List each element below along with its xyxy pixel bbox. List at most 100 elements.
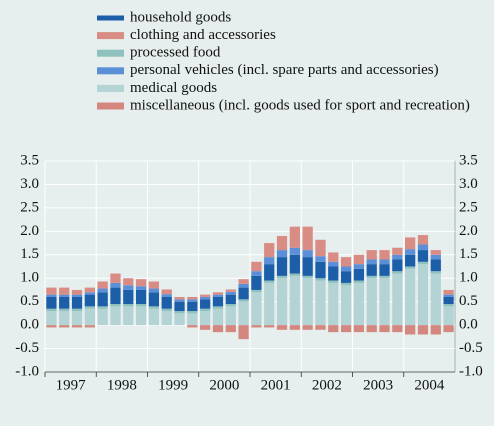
bar-segment: [238, 287, 249, 300]
bar-segment: [276, 250, 288, 258]
bar-segment: [123, 285, 134, 290]
bar-segment: [46, 325, 57, 328]
bar-segment: [353, 325, 365, 333]
bar-segment: [328, 266, 339, 281]
bar-segment: [405, 325, 416, 335]
y2-tick-label: 0.0: [459, 317, 478, 333]
bar-segment: [276, 275, 288, 279]
bar-segment: [264, 282, 275, 326]
bar-segment: [110, 306, 121, 326]
bar-segment: [251, 292, 262, 326]
bar-segment: [417, 261, 429, 265]
bar-segment: [251, 275, 262, 290]
bar-segment: [302, 250, 313, 258]
bar-segment: [135, 279, 147, 287]
bar-segment: [97, 281, 108, 289]
bar-segment: [443, 289, 454, 295]
y2-tick-label: 2.5: [459, 199, 478, 215]
bar-segment: [443, 296, 454, 305]
y2-tick-label: 0.5: [459, 293, 478, 309]
bar-segment: [276, 325, 288, 330]
x-tick-label: 1999: [158, 377, 188, 393]
bar-segment: [212, 325, 224, 333]
bar-segment: [46, 296, 57, 309]
bar-segment: [110, 304, 121, 307]
y2-tick-label: 1.5: [459, 246, 478, 262]
bar-segment: [84, 287, 95, 293]
bar-segment: [379, 275, 390, 279]
x-tick-label: 1998: [107, 377, 137, 393]
bar-segment: [392, 254, 403, 260]
bar-segment: [340, 257, 352, 267]
bar-segment: [46, 308, 57, 312]
bar-segment: [443, 325, 454, 333]
bar-segment: [161, 296, 172, 309]
bar-segment: [443, 306, 454, 326]
bar-segment: [110, 282, 121, 288]
bar-segment: [238, 325, 249, 340]
y2-tick-label: 1.0: [459, 270, 478, 286]
bar-segment: [340, 271, 352, 283]
bar-segment: [200, 299, 211, 309]
bar-segment: [161, 311, 172, 326]
bar-segment: [340, 282, 352, 286]
bar-segment: [200, 308, 211, 312]
bar-segment: [187, 301, 198, 312]
bar-segment: [135, 306, 147, 326]
bar-segment: [187, 313, 198, 326]
bar-segment: [71, 325, 83, 328]
bar-segment: [340, 285, 352, 326]
bar-segment: [123, 304, 134, 307]
bar-segment: [174, 299, 185, 302]
bar-segment: [353, 268, 365, 281]
bar-segment: [84, 325, 95, 328]
bar-segment: [405, 266, 416, 269]
bar-segment: [328, 252, 339, 262]
bar-segment: [123, 278, 134, 286]
bar-segment: [430, 250, 441, 255]
bar-segment: [302, 275, 313, 279]
bar-segment: [59, 325, 70, 328]
bar-segment: [379, 250, 390, 260]
y-tick-label: 1.0: [20, 270, 39, 286]
bar-segment: [187, 296, 198, 300]
bar-segment: [187, 325, 198, 328]
bar-segment: [430, 254, 441, 260]
bar-segment: [59, 296, 70, 309]
bar-segment: [174, 296, 185, 300]
bar-segment: [417, 250, 429, 262]
x-tick-label: 2002: [312, 377, 342, 393]
bar-segment: [405, 249, 416, 255]
legend-label: household goods: [130, 9, 231, 25]
x-tick-label: 2003: [363, 377, 393, 393]
bar-segment: [123, 306, 134, 326]
bar-segment: [392, 325, 403, 333]
bar-segment: [392, 247, 403, 255]
y-tick-label: 3.5: [20, 152, 39, 168]
bar-segment: [251, 261, 262, 272]
y2-tick-label: 3.5: [459, 152, 478, 168]
bar-segment: [315, 325, 326, 330]
bar-segment: [289, 325, 300, 330]
bar-segment: [46, 287, 57, 295]
bar-segment: [276, 278, 288, 326]
y-tick-label: -1.0: [15, 363, 39, 379]
bar-segment: [430, 259, 441, 272]
bar-segment: [110, 273, 121, 283]
bar-segment: [135, 289, 147, 305]
bar-segment: [417, 325, 429, 335]
bar-segment: [353, 264, 365, 269]
bar-segment: [71, 289, 83, 295]
bar-segment: [392, 271, 403, 274]
bar-segment: [84, 308, 95, 326]
bar-segment: [84, 292, 95, 295]
bar-segment: [200, 325, 211, 330]
bar-segment: [430, 325, 441, 335]
bar-segment: [59, 308, 70, 312]
bar-segment: [212, 292, 224, 295]
bar-segment: [443, 294, 454, 297]
bar-segment: [161, 294, 172, 297]
bar-segment: [225, 325, 236, 333]
y2-tick-label: -0.5: [459, 340, 483, 356]
